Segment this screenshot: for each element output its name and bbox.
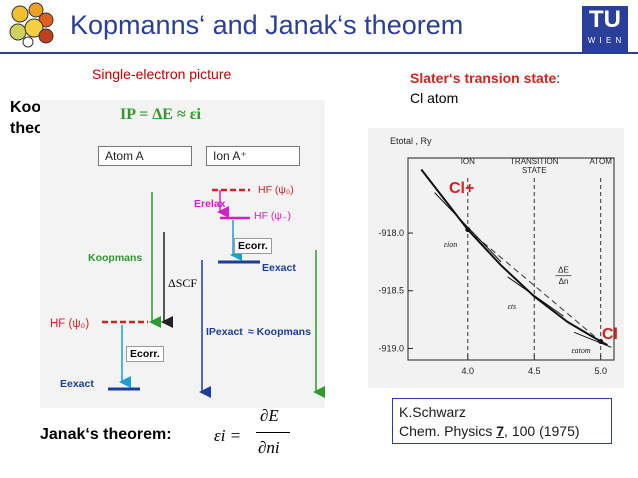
cl-plus-label: Cl+: [449, 180, 475, 197]
janak-formula-lhs: εi =: [214, 426, 242, 445]
tu-logo-text: TU: [589, 6, 621, 33]
tangent-atom: [573, 331, 612, 348]
ecorr-bottom-label: Ecorr.: [126, 346, 164, 362]
hf-psi0-top-label: HF (ψ₀): [258, 184, 294, 196]
tangent-ts: [507, 276, 564, 317]
slater-heading: Slater‘s transion state:: [410, 70, 560, 86]
ion-a-box: Ion A⁺: [206, 146, 300, 166]
cl-label: Cl: [602, 326, 618, 343]
chart-svg: Etotal , Ry -918.0 -918.5 -919.0 4.0 4.5 5.0 IO…: [378, 136, 615, 376]
single-electron-heading: Single-electron picture: [92, 66, 232, 82]
curve-label-ion: εion: [444, 240, 457, 249]
periodic-logo-icon: [9, 2, 54, 48]
curve-label-atom: εatom: [571, 346, 590, 355]
janak-fraction-bar: [256, 432, 290, 433]
x-tick-label: 4.0: [462, 366, 475, 376]
cl-atom-text: Cl atom: [410, 90, 459, 106]
x-tick-label: 5.0: [594, 366, 607, 376]
e-relax-label: Erelax: [194, 198, 226, 210]
hf-psi0-left-label: HF (ψ₀): [50, 318, 90, 330]
citation-rest: , 100 (1975): [504, 423, 580, 439]
page-title: Kopmanns‘ and Janak‘s theorem: [70, 10, 464, 40]
approx-koopmans-label: ≈ Koopmans: [248, 326, 311, 338]
janak-formula-num: ∂E: [260, 406, 279, 425]
curve-label-ts: εts: [508, 302, 517, 311]
y-tick-label: -919.0: [378, 343, 404, 353]
slater-title: Slater‘s transion state: [410, 70, 557, 86]
chart-ylabel: Etotal , Ry: [390, 136, 432, 146]
tu-wien-logo: TU W I E N: [582, 6, 628, 52]
slope-label-den: Δn: [559, 277, 569, 286]
top-label-state: STATE: [522, 166, 547, 175]
total-energy-chart: [368, 128, 624, 388]
top-label: ATOM: [590, 157, 613, 166]
y-tick-label: -918.5: [378, 286, 404, 296]
eexact-bottom-label: Eexact: [60, 378, 94, 390]
top-label: ION: [461, 157, 475, 166]
x-tick-label: 4.5: [528, 366, 541, 376]
top-label-transition: TRANSITION: [510, 157, 559, 166]
delta-scf-label: ΔSCF: [168, 276, 198, 290]
citation-box: K.Schwarz Chem. Physics 7, 100 (1975): [392, 398, 612, 444]
eexact-top-label: Eexact: [262, 262, 296, 274]
ip-exact-label: IPexact: [206, 326, 243, 338]
y-tick-label: -918.0: [378, 228, 404, 238]
citation-line: Chem. Physics 7, 100 (1975): [399, 422, 605, 441]
slope-label-num: ΔE: [558, 265, 569, 274]
data-point: [465, 227, 471, 233]
janak-label: Janak‘s theorem:: [40, 426, 172, 443]
citation-volume: 7: [496, 423, 505, 439]
data-point: [598, 339, 604, 345]
slater-colon: :: [556, 70, 561, 86]
secant-line: [467, 229, 602, 342]
ip-formula: IP = ΔE ≈ εi: [120, 106, 201, 123]
energy-level-arrows: [102, 188, 325, 398]
citation-journal: Chem. Physics: [399, 423, 497, 439]
chart-frame: [407, 157, 615, 361]
title-divider: [0, 52, 638, 54]
ecorr-top-label: Ecorr.: [234, 238, 272, 254]
atom-a-box: Atom A: [98, 146, 192, 166]
citation-author: K.Schwarz: [399, 404, 466, 420]
tu-logo-subtext: W I E N: [587, 36, 623, 45]
janak-formula-den: ∂ni: [258, 438, 280, 457]
koopmans-arrow-label: Koopmans: [88, 252, 143, 264]
hf-psi-minus-label: HF (ψ₋): [254, 210, 291, 222]
